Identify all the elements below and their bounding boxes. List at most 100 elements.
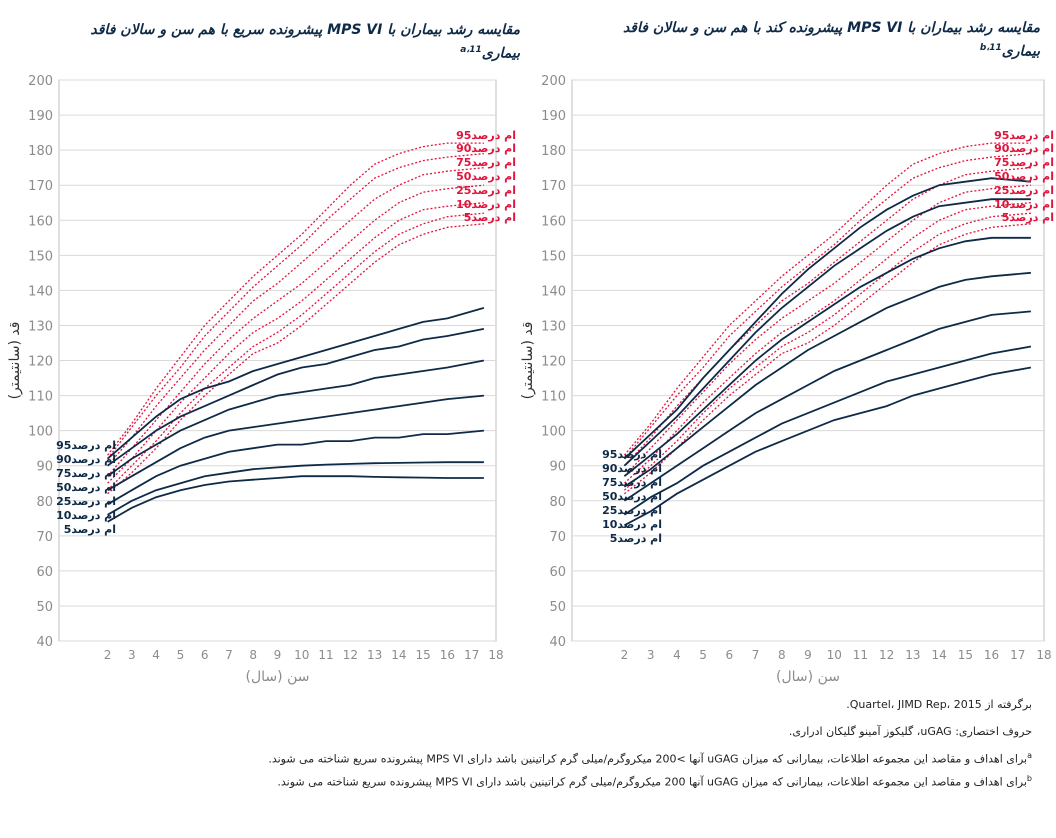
left-reference-label-6: 5ام درصد (464, 211, 516, 224)
right-patient-label-1: 90ام درصد (602, 462, 662, 475)
left-y-tick-130: 130 (28, 319, 53, 334)
right-x-axis-label: سن (سال) (776, 669, 840, 685)
right-x-tick-17: 17 (1010, 648, 1025, 662)
right-x-tick-3: 3 (647, 648, 655, 662)
right-reference-line-5 (623, 212, 1031, 491)
right-x-tick-18: 18 (1036, 648, 1051, 662)
right-y-tick-200: 200 (541, 74, 566, 89)
right-reference-line-1 (623, 152, 1031, 460)
right-y-tick-60: 60 (549, 565, 566, 580)
left-reference-label-5: 10ام درصد (456, 198, 516, 211)
right-x-tick-4: 4 (673, 648, 681, 662)
footer-source: برگرفته از Quartel، JIMD Rep، 2015. (846, 698, 1032, 711)
left-reference-label-4: 25ام درصد (456, 184, 516, 197)
right-y-tick-50: 50 (549, 600, 566, 615)
right-x-tick-13: 13 (905, 648, 920, 662)
chart-title-left-text: مقایسه رشد بیماران با MPS VI پیشرونده سر… (90, 22, 520, 62)
left-patient-line-3 (107, 394, 484, 491)
chart-title-left: مقایسه رشد بیماران با MPS VI پیشرونده سر… (50, 20, 520, 64)
left-y-tick-50: 50 (36, 600, 53, 615)
left-patient-line-6 (107, 475, 484, 523)
left-x-tick-3: 3 (128, 648, 136, 662)
right-y-tick-100: 100 (541, 425, 566, 440)
left-x-tick-10: 10 (294, 648, 309, 662)
left-y-tick-110: 110 (28, 390, 53, 405)
right-y-tick-150: 150 (541, 249, 566, 264)
right-reference-label-0: 95ام درصد (994, 129, 1054, 142)
left-patient-line-0 (107, 307, 485, 460)
left-x-tick-4: 4 (152, 648, 160, 662)
right-patient-line-0 (623, 177, 1031, 460)
growth-chart-rapid: 40 50 60 70 80 90 100 110 120 130 140 150 160 170 180 1… (7, 74, 516, 685)
left-patient-line-2 (107, 359, 485, 477)
left-x-tick-13: 13 (367, 648, 382, 662)
footer-note-b-text: برای اهداف و مقاصد این مجموعه اطلاعات، ب… (277, 775, 1027, 789)
left-patient-label-0: 95ام درصد (56, 439, 116, 452)
left-y-tick-80: 80 (36, 495, 53, 510)
left-y-tick-180: 180 (28, 144, 53, 159)
right-x-tick-5: 5 (699, 648, 707, 662)
left-x-axis-label: سن (سال) (246, 669, 310, 685)
right-y-tick-70: 70 (549, 530, 566, 545)
right-reference-label-1: 90ام درصد (994, 142, 1054, 155)
left-reference-label-3: 50ام درصد (456, 170, 516, 183)
right-reference-label-4: 25ام درصد (994, 184, 1054, 197)
left-x-tick-16: 16 (440, 648, 455, 662)
left-reference-label-0: 95ام درصد (456, 129, 516, 142)
growth-chart-slow: 40 50 60 70 80 90 100 110 120 130 140 150 160 170 180 1… (520, 74, 1054, 685)
right-x-tick-10: 10 (827, 648, 842, 662)
left-patient-line-5 (107, 461, 484, 516)
right-reference-label-2: 75ام درصد (994, 156, 1054, 169)
left-y-axis-label: قد (سانتیمتر) (7, 322, 23, 400)
left-patient-label-1: 90ام درصد (56, 453, 116, 466)
right-x-tick-2: 2 (621, 648, 629, 662)
left-reference-label-1: 90ام درصد (456, 142, 516, 155)
left-x-tick-14: 14 (391, 648, 406, 662)
left-y-tick-60: 60 (36, 565, 53, 580)
right-y-tick-170: 170 (541, 179, 566, 194)
left-y-tick-150: 150 (28, 249, 53, 264)
left-x-tick-7: 7 (225, 648, 233, 662)
left-patient-label-2: 75ام درصد (56, 467, 116, 480)
right-x-tick-11: 11 (853, 648, 868, 662)
left-y-tick-40: 40 (36, 635, 53, 650)
left-x-tick-8: 8 (249, 648, 257, 662)
left-y-tick-160: 160 (28, 214, 53, 229)
right-y-tick-40: 40 (549, 635, 566, 650)
left-reference-label-2: 75ام درصد (456, 156, 516, 169)
right-reference-line-2 (623, 167, 1031, 467)
right-patient-label-6: 5ام درصد (610, 532, 662, 545)
right-y-tick-180: 180 (541, 144, 566, 159)
left-y-tick-70: 70 (36, 530, 53, 545)
left-patient-line-1 (107, 328, 485, 467)
right-y-tick-120: 120 (541, 355, 566, 370)
left-reference-line-3 (107, 184, 484, 477)
footer-note-a-text: برای اهداف و مقاصد این مجموعه اطلاعات، ب… (268, 752, 1028, 766)
left-x-tick-2: 2 (104, 648, 112, 662)
right-x-tick-8: 8 (778, 648, 786, 662)
right-patient-line-6 (623, 366, 1032, 527)
left-x-tick-18: 18 (488, 648, 503, 662)
right-x-tick-12: 12 (879, 648, 894, 662)
left-reference-line-4 (107, 202, 484, 484)
left-reference-line-1 (107, 152, 484, 460)
right-patient-label-0: 95ام درصد (602, 448, 662, 461)
left-y-tick-190: 190 (28, 109, 53, 124)
left-patient-label-3: 50ام درصد (56, 481, 116, 494)
right-patient-line-1 (623, 198, 1031, 467)
right-patient-line-5 (623, 345, 1032, 516)
left-x-tick-17: 17 (464, 648, 479, 662)
chart-title-left-sup: a،11 (460, 45, 482, 55)
right-patient-line-4 (623, 310, 1031, 502)
right-x-tick-15: 15 (958, 648, 973, 662)
chart-title-right: مقایسه رشد بیماران با MPS VI پیشرونده کن… (570, 18, 1040, 62)
footer-abbreviations: حروف اختصاری: uGAG، گلیکوز آمینو گلیکان … (788, 725, 1032, 738)
right-patient-label-4: 25ام درصد (602, 504, 662, 517)
left-patient-label-5: 10ام درصد (56, 509, 116, 522)
right-reference-label-3: 50ام درصد (994, 170, 1054, 183)
right-x-tick-9: 9 (804, 648, 812, 662)
left-x-tick-15: 15 (416, 648, 431, 662)
footer-note-a-mark: a (1027, 751, 1032, 760)
right-patient-line-2 (623, 236, 1031, 477)
chart-title-right-text: مقایسه رشد بیماران با MPS VI پیشرونده کن… (622, 20, 1040, 60)
